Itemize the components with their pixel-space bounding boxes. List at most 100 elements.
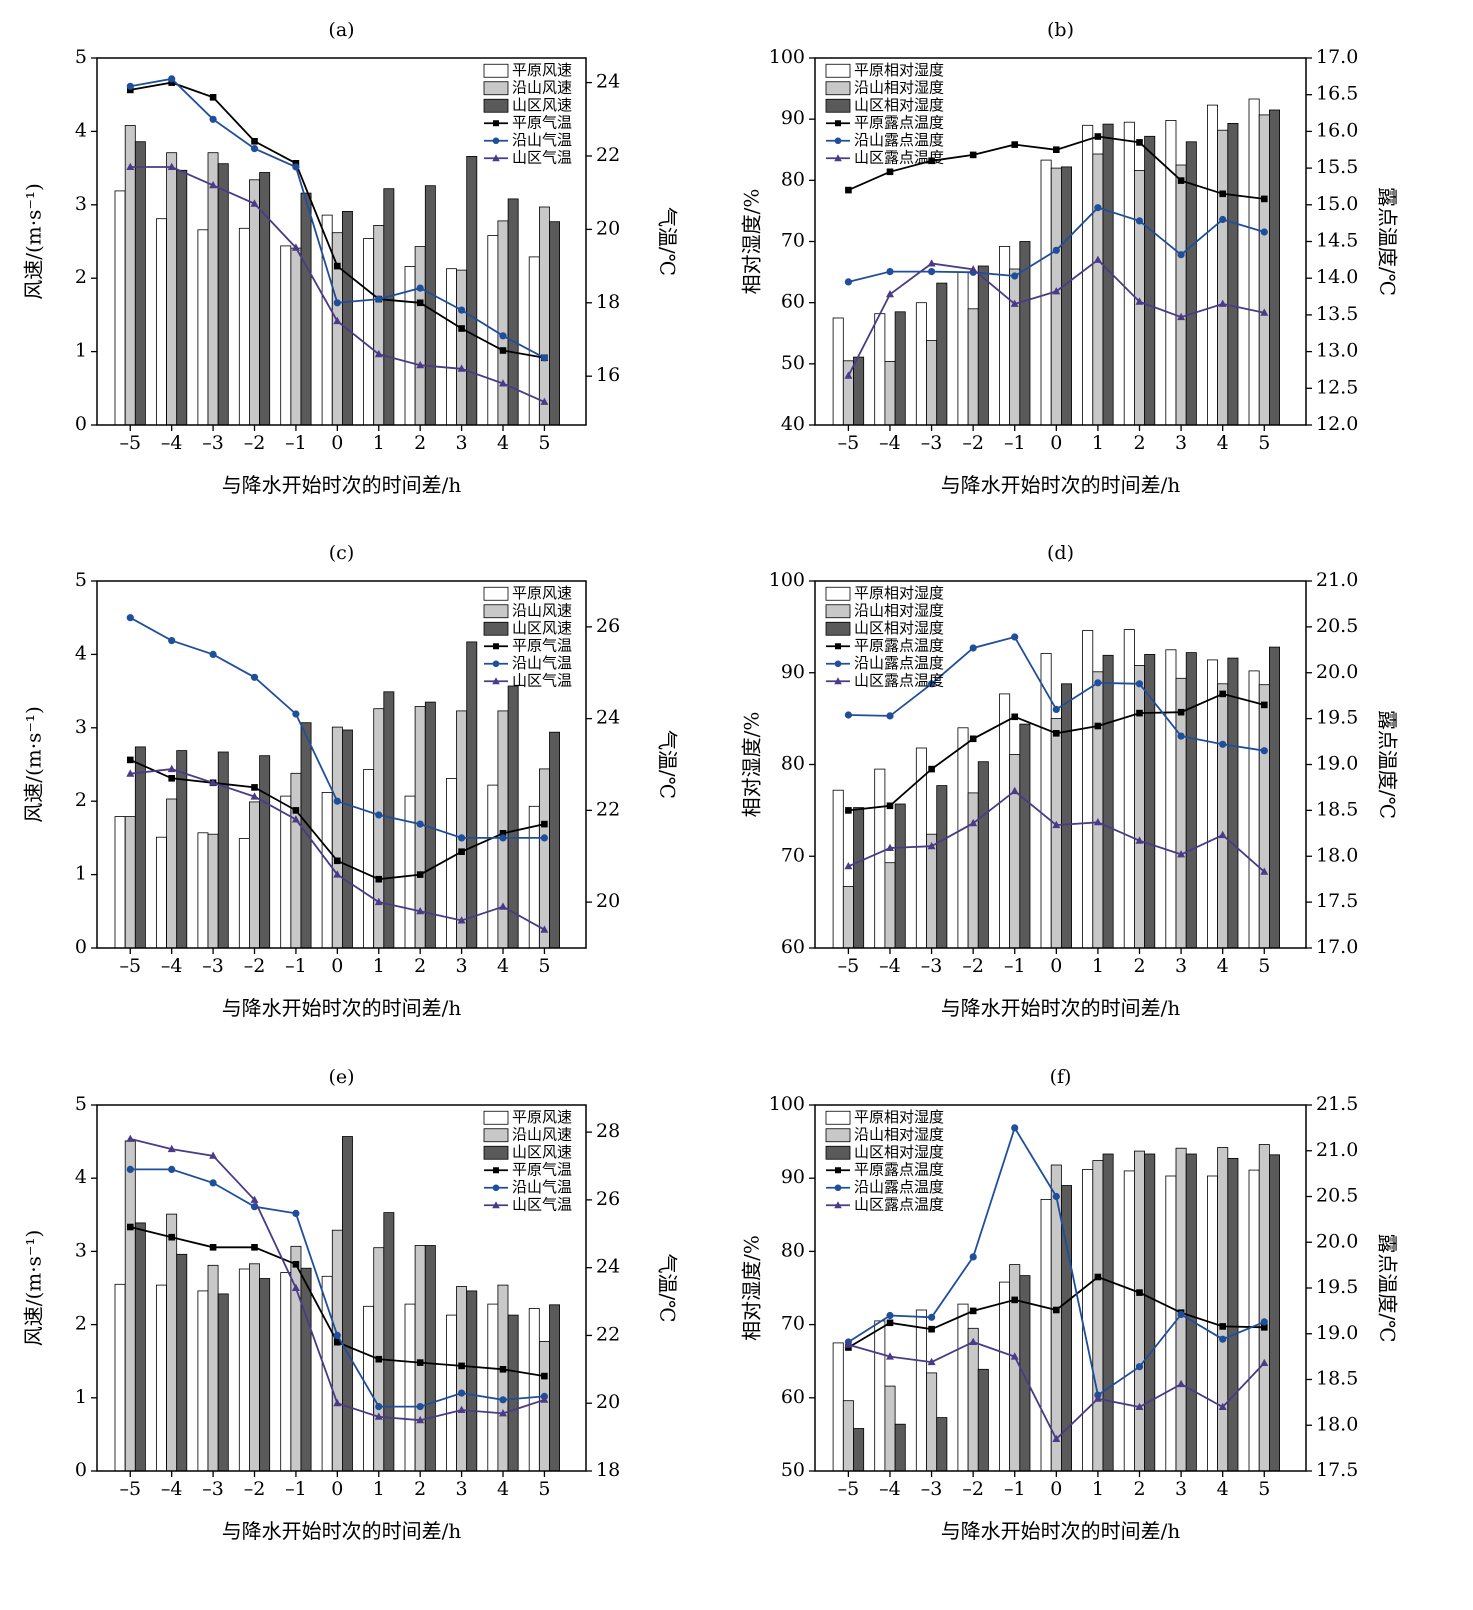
- y-right-tick-label: 26: [596, 615, 620, 637]
- bar-0-1: [155, 1284, 167, 1472]
- bar-2-5: [341, 210, 353, 426]
- bar-0-4: [999, 693, 1011, 949]
- y-right-tick-label: 16.0: [1316, 119, 1358, 141]
- y-right-tick-label: 14.5: [1316, 230, 1358, 252]
- x-axis-title: 与降水开始时次的时间差/h: [222, 473, 462, 497]
- y-right-tick-label: 21.0: [1316, 1139, 1358, 1161]
- bar-0-5: [321, 792, 333, 949]
- bar-2-2: [217, 163, 229, 426]
- bar-2-9: [1227, 123, 1239, 426]
- point-1-5: [1052, 246, 1060, 254]
- bar-1-8: [1175, 164, 1187, 426]
- y-right-tick-label: 17.5: [1316, 890, 1358, 912]
- point-0-4: [292, 807, 300, 814]
- bar-1-6: [1092, 1160, 1104, 1472]
- chart-panel-1: (b)40506070809010012.012.513.013.514.014…: [740, 19, 1400, 497]
- bar-2-7: [424, 1245, 436, 1472]
- y-right-tick-label: 14.0: [1316, 266, 1358, 288]
- point-2-4: [291, 815, 300, 823]
- bar-1-8: [1175, 677, 1187, 949]
- bar-1-9: [1217, 129, 1229, 426]
- x-tick-label: 5: [538, 1478, 550, 1500]
- point-1-9: [499, 834, 507, 842]
- bar-0-7: [404, 795, 416, 949]
- point-1-10: [1260, 228, 1268, 236]
- y-right-tick-label: 20.0: [1316, 1230, 1358, 1252]
- legend-marker: [835, 643, 841, 650]
- bar-2-9: [507, 685, 519, 949]
- bar-2-0: [134, 141, 146, 426]
- bar-2-7: [1144, 135, 1156, 426]
- y-right-tick-label: 19.0: [1316, 753, 1358, 775]
- point-0-1: [168, 79, 175, 86]
- point-1-6: [375, 811, 383, 819]
- bar-1-9: [1217, 1147, 1229, 1472]
- y-right-tick-label: 18.5: [1316, 798, 1358, 820]
- chart-panel-5: (f)506070809010017.518.018.519.019.520.0…: [740, 1066, 1400, 1543]
- bar-2-10: [1269, 109, 1281, 426]
- point-2-1: [886, 843, 894, 851]
- point-1-1: [886, 268, 894, 276]
- point-0-3: [251, 784, 258, 791]
- bar-1-3: [967, 1327, 979, 1472]
- bar-1-2: [926, 340, 938, 426]
- point-1-7: [416, 1403, 424, 1411]
- point-0-5: [1053, 146, 1060, 153]
- bar-0-7: [1123, 1170, 1135, 1472]
- x-tick-label: 4: [497, 1478, 509, 1500]
- legend-label-3: 平原露点温度: [854, 1160, 944, 1178]
- panel-label: (d): [1047, 542, 1074, 564]
- legend-label-3: 平原气温: [512, 636, 572, 654]
- x-tick-label: –4: [161, 1478, 183, 1500]
- point-1-6: [1094, 204, 1102, 212]
- point-2-2: [209, 181, 218, 189]
- point-0-10: [1261, 195, 1268, 203]
- bar-2-9: [507, 198, 519, 426]
- legend-marker: [835, 1167, 841, 1174]
- point-2-0: [844, 862, 853, 870]
- x-tick-label: 1: [1092, 432, 1104, 454]
- bar-2-9: [507, 1314, 519, 1472]
- bar-0-2: [197, 832, 209, 949]
- point-1-2: [209, 115, 217, 123]
- y-left-tick-label: 5: [75, 46, 87, 68]
- legend-marker: [834, 154, 842, 162]
- bar-0-9: [1207, 104, 1219, 426]
- bar-1-10: [539, 206, 550, 426]
- legend-swatch-1: [825, 1128, 851, 1143]
- bar-0-1: [874, 768, 886, 949]
- point-1-1: [886, 712, 894, 720]
- y-left-tick-label: 2: [75, 789, 87, 811]
- bar-1-10: [1258, 1144, 1270, 1472]
- point-2-2: [927, 841, 936, 850]
- bar-2-1: [176, 1253, 188, 1472]
- x-tick-label: 1: [1092, 1478, 1104, 1500]
- x-tick-label: 3: [456, 955, 468, 977]
- bar-0-6: [363, 238, 375, 426]
- point-2-1: [167, 1144, 176, 1153]
- point-2-1: [886, 1352, 894, 1360]
- legend-marker: [492, 677, 500, 685]
- point-2-3: [250, 1195, 259, 1203]
- legend-marker: [492, 660, 500, 668]
- point-1-8: [1177, 251, 1185, 259]
- y-right-tick-label: 22: [596, 144, 620, 166]
- point-1-0: [844, 278, 853, 286]
- bar-2-1: [894, 1423, 906, 1472]
- bar-0-6: [1082, 124, 1094, 426]
- bar-0-2: [197, 229, 209, 426]
- point-1-3: [969, 1253, 977, 1261]
- bar-1-3: [967, 792, 979, 949]
- point-0-8: [458, 848, 465, 855]
- y-right-tick-label: 15.5: [1316, 156, 1358, 178]
- point-0-9: [1219, 190, 1226, 198]
- legend-marker: [834, 137, 842, 145]
- point-0-0: [845, 186, 852, 194]
- bar-1-9: [497, 220, 509, 426]
- bar-2-0: [134, 746, 146, 949]
- point-2-7: [416, 1415, 425, 1424]
- point-2-8: [457, 1405, 466, 1413]
- legend-label-0: 平原相对湿度: [854, 584, 944, 602]
- bar-1-3: [248, 179, 260, 426]
